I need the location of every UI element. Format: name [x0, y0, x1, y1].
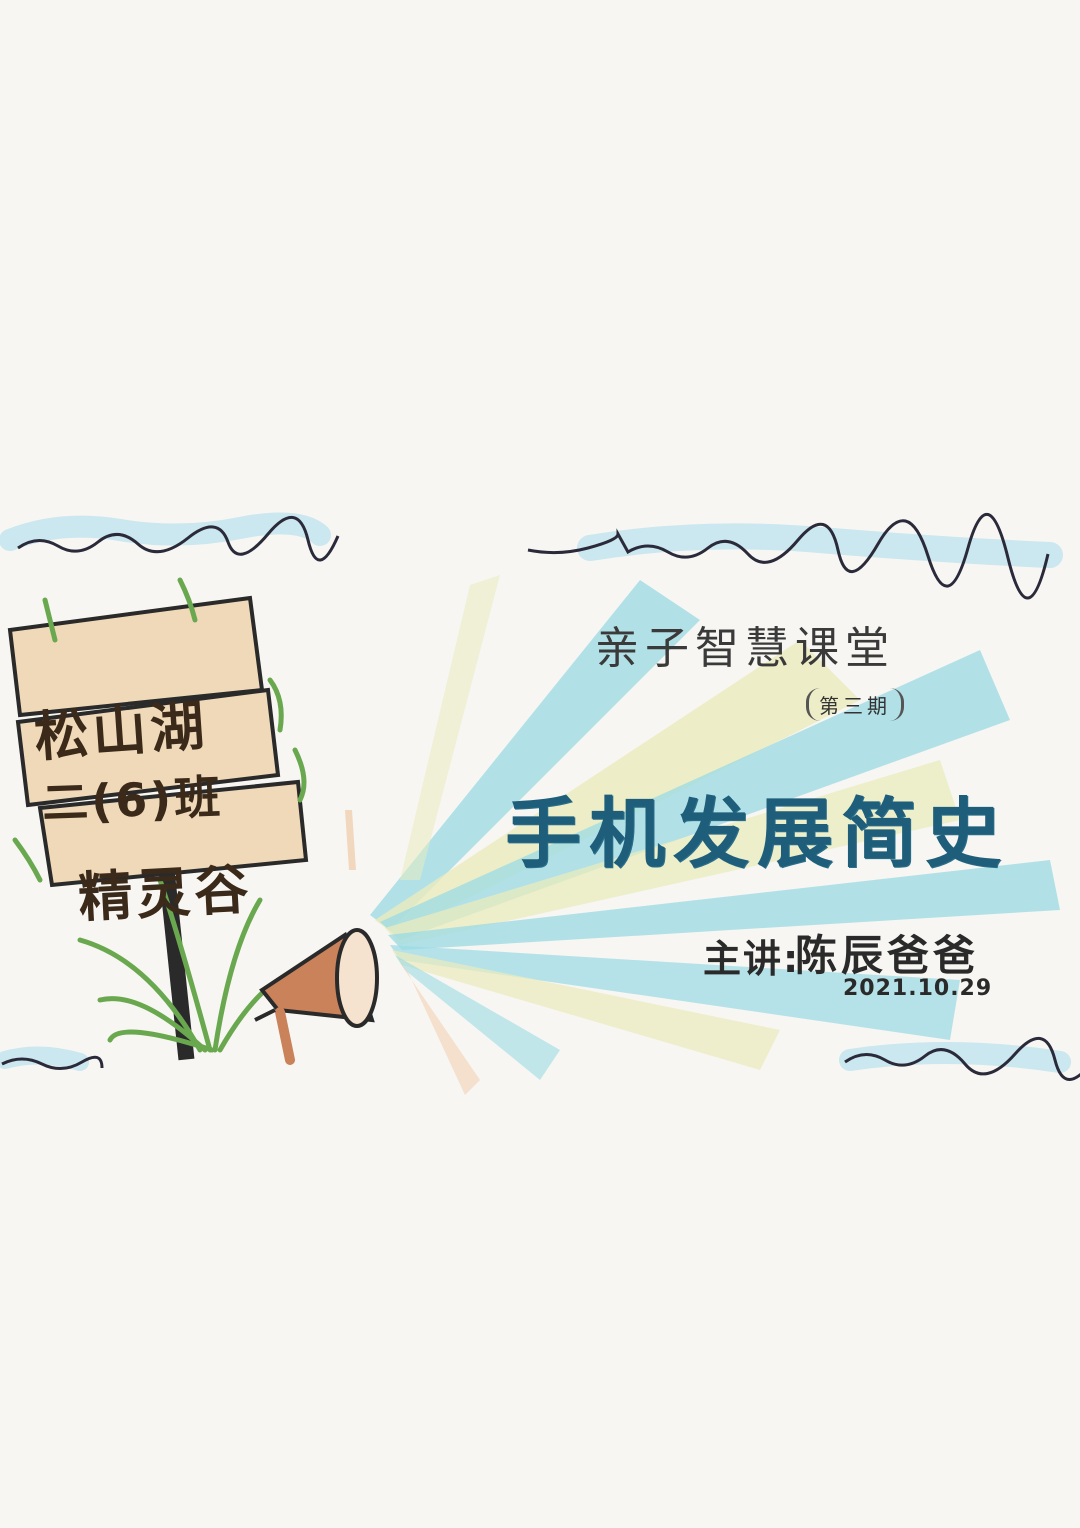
cloud-bottom-right	[839, 1036, 1080, 1081]
cloud-top-right	[527, 512, 1063, 600]
cloud-bottom-left	[0, 1046, 104, 1071]
speaker-name: 陈辰爸爸	[795, 931, 980, 980]
sign-line-3: 精灵谷	[76, 857, 254, 930]
issue-badge: 第三期	[806, 688, 904, 721]
series-title: 亲子智慧课堂	[595, 623, 895, 674]
cloud-top-left	[0, 512, 340, 562]
light-rays	[345, 575, 1060, 1095]
speaker-label: 主讲:	[703, 937, 801, 981]
signpost-icon	[7, 595, 309, 1061]
megaphone-icon	[254, 928, 379, 1065]
event-date: 2021.10.29	[843, 976, 993, 1001]
sign-line-1: 松山湖	[32, 693, 211, 769]
page-title: 手机发展简史	[505, 789, 1009, 878]
sign-line-2: 二(6)班	[41, 769, 225, 831]
